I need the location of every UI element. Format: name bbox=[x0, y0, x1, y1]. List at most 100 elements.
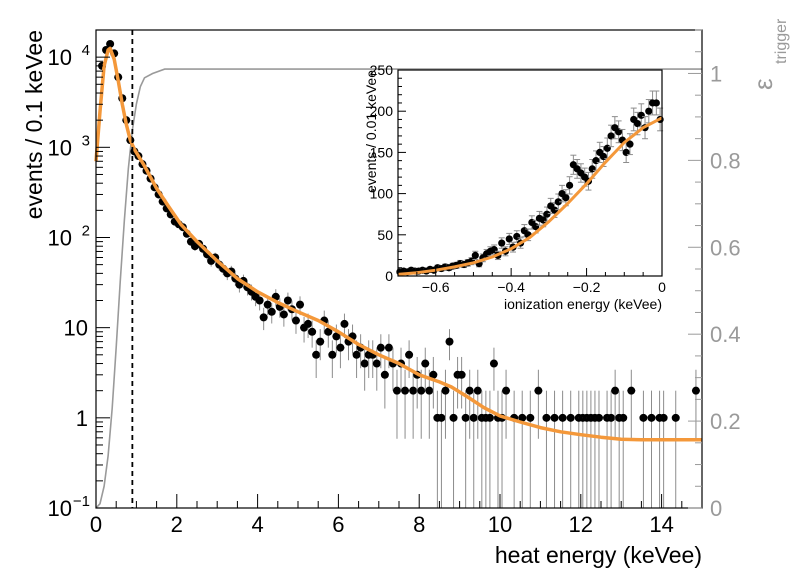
data-point bbox=[316, 337, 325, 346]
inset-x-tick-label: 0 bbox=[658, 279, 666, 295]
inset-y-tick-label: 150 bbox=[370, 144, 394, 160]
inset-y-tick-label: 0 bbox=[385, 268, 393, 284]
inset-y-tick-label: 200 bbox=[370, 103, 394, 119]
data-point bbox=[296, 300, 305, 309]
data-point bbox=[659, 413, 668, 422]
inset-data-point bbox=[562, 194, 570, 202]
inset-data-point bbox=[626, 140, 634, 148]
y-tick-exponent: 4 bbox=[82, 42, 90, 59]
y-tick-label: 10 bbox=[48, 45, 72, 70]
x-tick-label: 10 bbox=[488, 512, 512, 537]
y2-tick-label: 0.6 bbox=[710, 235, 741, 260]
data-point bbox=[106, 39, 115, 48]
data-point bbox=[283, 296, 292, 305]
y-axis-title: events / 0.1 keVee bbox=[21, 30, 47, 219]
data-point bbox=[352, 350, 361, 359]
data-point bbox=[380, 370, 389, 379]
data-point bbox=[542, 413, 551, 422]
inset-x-tick-label: −0.2 bbox=[573, 279, 601, 295]
data-point bbox=[328, 350, 337, 359]
data-point bbox=[429, 370, 438, 379]
data-point bbox=[308, 327, 317, 336]
inset-x-tick-label: −0.4 bbox=[497, 279, 525, 295]
inset-data-point bbox=[652, 99, 660, 107]
data-point bbox=[611, 386, 620, 395]
x-tick-label: 8 bbox=[413, 512, 425, 537]
data-point bbox=[312, 350, 321, 359]
data-point bbox=[473, 386, 482, 395]
inset-x-axis-title: ionization energy (keVee) bbox=[504, 296, 662, 312]
data-point bbox=[263, 300, 272, 309]
inset-data-point bbox=[637, 111, 645, 119]
data-point bbox=[607, 413, 616, 422]
x-tick-label: 0 bbox=[90, 512, 102, 537]
y2-tick-label: 0.8 bbox=[710, 148, 741, 173]
data-point bbox=[255, 296, 264, 305]
y-tick-exponent: 2 bbox=[82, 222, 90, 239]
data-point bbox=[336, 343, 345, 352]
y-tick-exponent: 3 bbox=[82, 132, 90, 149]
y2-tick-label: 1 bbox=[710, 61, 722, 86]
data-point bbox=[259, 313, 268, 322]
inset-data-point bbox=[550, 206, 559, 214]
data-point bbox=[691, 386, 700, 395]
y2-tick-label: 0.4 bbox=[710, 322, 741, 347]
data-point bbox=[550, 413, 559, 422]
y-tick-label: 10 bbox=[64, 316, 88, 341]
x-tick-label: 4 bbox=[251, 512, 263, 537]
data-point bbox=[465, 386, 474, 395]
y2-axis-title-subscript: trigger bbox=[773, 18, 790, 64]
data-point bbox=[376, 343, 385, 352]
data-point bbox=[304, 319, 313, 328]
inset-data-point bbox=[566, 181, 574, 189]
data-point bbox=[401, 386, 410, 395]
inset-data-point bbox=[498, 239, 506, 247]
data-point bbox=[372, 359, 381, 368]
trigger-efficiency-curve bbox=[95, 68, 702, 509]
x-axis-title: heat energy (keVee) bbox=[495, 542, 702, 568]
data-point bbox=[502, 386, 511, 395]
data-point bbox=[619, 413, 628, 422]
data-point bbox=[409, 386, 418, 395]
data-point bbox=[485, 413, 494, 422]
y-tick-label: 10 bbox=[48, 225, 72, 250]
data-point bbox=[360, 359, 369, 368]
y2-tick-label: 0.2 bbox=[710, 409, 741, 434]
inset-data-point bbox=[513, 232, 521, 241]
data-point bbox=[417, 386, 426, 395]
data-point bbox=[291, 316, 300, 325]
y-tick-label: 10 bbox=[48, 135, 72, 160]
data-point bbox=[340, 319, 349, 328]
data-point bbox=[267, 307, 276, 316]
data-point bbox=[421, 359, 430, 368]
x-tick-label: 2 bbox=[171, 512, 183, 537]
y-tick-label: 10 bbox=[48, 496, 72, 521]
data-point bbox=[671, 413, 680, 422]
inset-y-axis-title: events / 0.01 keVee bbox=[363, 70, 379, 193]
data-point bbox=[627, 386, 636, 395]
inset-data-point bbox=[505, 235, 513, 243]
x-tick-label: 14 bbox=[649, 512, 673, 537]
inset-y-tick-label: 250 bbox=[370, 62, 394, 78]
inset-fit-curve bbox=[397, 116, 663, 276]
y2-axis-title: ε bbox=[748, 78, 778, 90]
inset-background bbox=[398, 70, 662, 276]
inset-data-point bbox=[543, 210, 551, 218]
y2-tick-label: 0 bbox=[710, 496, 722, 521]
data-point bbox=[461, 413, 470, 422]
data-point bbox=[558, 413, 567, 422]
data-point bbox=[489, 359, 498, 368]
data-point bbox=[518, 413, 527, 422]
inset-data-point bbox=[592, 157, 600, 165]
data-point bbox=[457, 370, 466, 379]
data-point bbox=[526, 413, 535, 422]
data-point bbox=[279, 310, 288, 319]
x-tick-label: 6 bbox=[332, 512, 344, 537]
inset-data-point bbox=[471, 251, 479, 259]
inset-data-point bbox=[554, 198, 562, 206]
inset-data-point bbox=[599, 152, 608, 161]
inset-data-point bbox=[588, 165, 596, 173]
data-point bbox=[445, 337, 454, 346]
data-point bbox=[647, 413, 656, 422]
